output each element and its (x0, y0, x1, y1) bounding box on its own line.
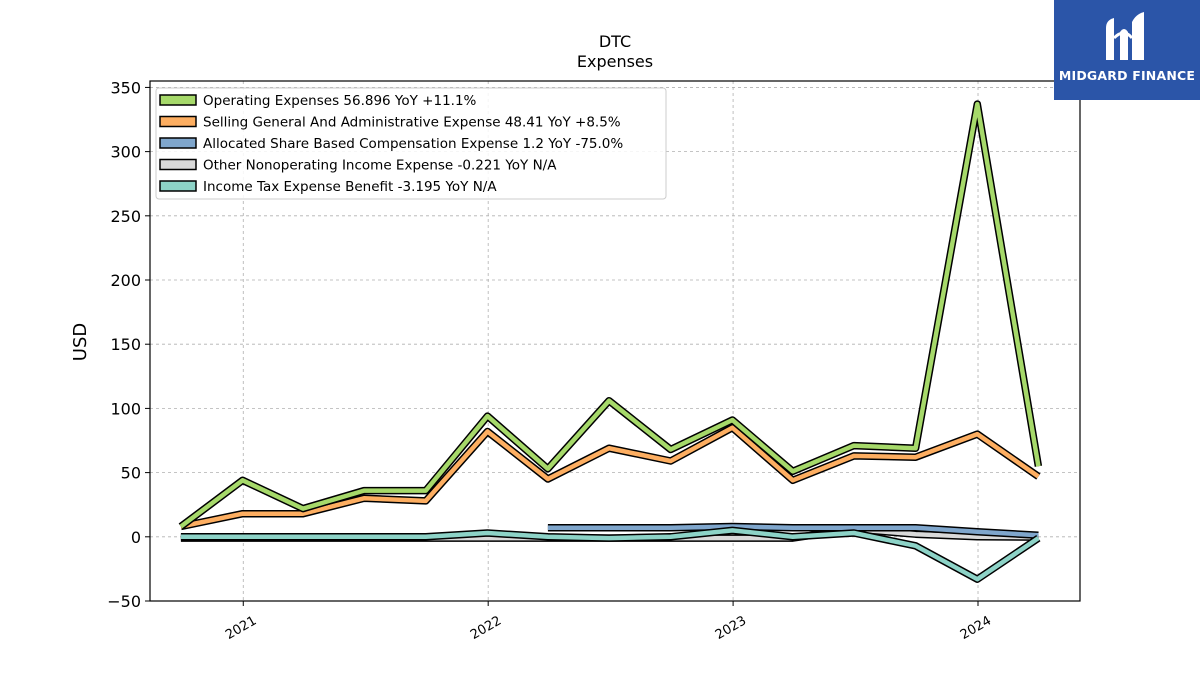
series-income-tax-expense-benefit (180, 526, 1041, 583)
legend-item-operating-expenses: Operating Expenses 56.896 YoY +11.1% (159, 93, 477, 109)
y-tick-label: 350 (110, 78, 141, 97)
y-tick-label: 150 (110, 335, 141, 354)
legend-swatch (159, 94, 197, 106)
series-selling-general-and-administrative-expense (180, 423, 1041, 531)
series-lines (178, 100, 1043, 583)
x-axis-ticks: 2021 2022 2023 2024 (223, 601, 994, 643)
x-tick-label: 2022 (468, 613, 504, 643)
y-tick-label: 50 (121, 464, 141, 483)
legend-item-selling-general-and-administrative-expense: Selling General And Administrative Expen… (159, 115, 621, 131)
series-line-selling-general-and-administrative-expense (180, 425, 1040, 529)
series-allocated-share-based-compensation-expense (547, 522, 1039, 540)
series-operating-expenses (178, 100, 1043, 530)
legend-swatch (159, 115, 197, 128)
legend-label: Allocated Share Based Compensation Expen… (203, 136, 623, 152)
legend-swatch (159, 137, 197, 149)
y-tick-label: 0 (131, 528, 141, 547)
y-tick-label: 250 (110, 207, 141, 226)
legend-label: Operating Expenses 56.896 YoY +11.1% (203, 93, 477, 109)
y-tick-label: −50 (107, 592, 141, 611)
brand-name: MIDGARD FINANCE (1058, 68, 1196, 83)
y-tick-label: 300 (110, 143, 141, 162)
midgard-logo-icon (1106, 12, 1144, 60)
series-line-income-tax-expense-benefit (180, 528, 1040, 582)
legend-swatch (159, 158, 197, 171)
series-line-operating-expenses (179, 101, 1041, 529)
chart-title: DTC (599, 32, 631, 51)
x-tick-label: 2021 (223, 613, 259, 643)
brand-logo: MIDGARD FINANCE (1054, 0, 1200, 100)
legend-item-allocated-share-based-compensation-expense: Allocated Share Based Compensation Expen… (159, 136, 623, 152)
legend-label: Other Nonoperating Income Expense -0.221… (203, 158, 557, 174)
y-axis-ticks: −50 0 50 100 150 200 250 300 350 (107, 78, 150, 611)
y-axis-label: USD (70, 323, 91, 361)
y-tick-label: 100 (110, 399, 141, 418)
legend-swatch (159, 180, 197, 192)
legend-label: Selling General And Administrative Expen… (203, 115, 621, 131)
y-tick-label: 200 (110, 271, 141, 290)
series-line-allocated-share-based-compensation-expense (547, 524, 1039, 538)
legend-item-other-nonoperating-income-expense: Other Nonoperating Income Expense -0.221… (159, 158, 557, 174)
plot-frame (149, 80, 1081, 602)
legend-label: Income Tax Expense Benefit -3.195 YoY N/… (203, 179, 497, 195)
legend: Operating Expenses 56.896 YoY +11.1% Sell… (155, 87, 667, 200)
legend-item-income-tax-expense-benefit: Income Tax Expense Benefit -3.195 YoY N/… (159, 179, 497, 195)
chart-subtitle: Expenses (577, 52, 653, 71)
legend-box (155, 87, 667, 200)
x-tick-label: 2023 (713, 613, 749, 643)
x-tick-label: 2024 (958, 613, 994, 643)
